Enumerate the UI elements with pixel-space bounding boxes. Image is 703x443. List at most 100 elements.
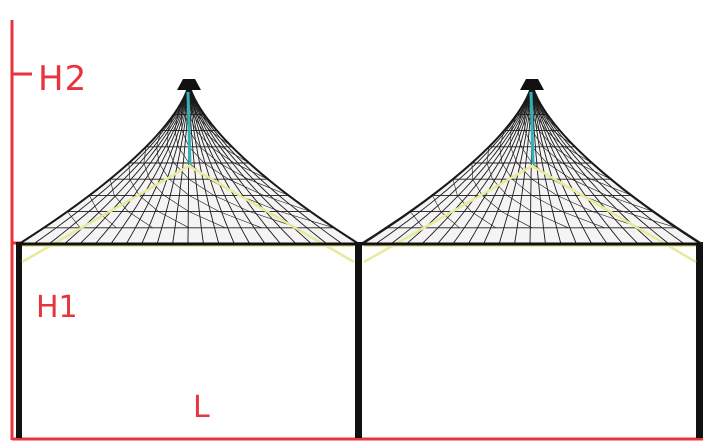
mesh-diagonal-line <box>143 162 150 180</box>
mesh-diagonal-line <box>181 98 186 115</box>
mesh-diagonal-line <box>210 146 235 164</box>
mesh-diagonal-line <box>471 211 496 229</box>
mesh-diagonal-line <box>158 211 190 229</box>
mesh-diagonal-line <box>606 195 654 212</box>
mesh-radial-line <box>359 81 533 245</box>
right-column <box>696 242 703 438</box>
mesh-diagonal-line <box>538 130 554 148</box>
mesh-diagonal-line <box>535 114 547 131</box>
mesh-diagonal-line <box>188 178 215 196</box>
mesh-diagonal-line <box>520 98 527 115</box>
mesh-radial-line <box>17 81 190 245</box>
mesh-diagonal-line <box>114 195 129 212</box>
mesh-diagonal-line <box>501 162 513 180</box>
tent-membrane <box>15 79 363 264</box>
mesh-diagonal-line <box>67 211 81 228</box>
mesh-diagonal-line <box>174 114 178 131</box>
mesh-diagonal-line <box>531 211 569 229</box>
mesh-diagonal-line <box>209 130 233 148</box>
mesh-diagonal-line <box>202 130 222 148</box>
mesh-diagonal-line <box>527 98 530 115</box>
mesh-diagonal-line <box>233 162 269 180</box>
peak-cap <box>177 79 201 90</box>
mesh-diagonal-line <box>542 146 563 164</box>
center-mast <box>186 91 192 165</box>
mesh-diagonal-line <box>512 178 533 196</box>
mesh-diagonal-line <box>177 98 184 115</box>
mesh-diagonal-line <box>196 114 211 131</box>
mesh-diagonal-line <box>195 130 211 148</box>
mesh-diagonal-line <box>188 130 201 147</box>
h2-label: H2 <box>38 59 88 99</box>
peak-cap <box>520 79 544 90</box>
mesh-diagonal-line <box>192 98 205 115</box>
mesh-diagonal-line <box>248 178 289 196</box>
mesh-diagonal-line <box>219 211 262 229</box>
mesh-diagonal-line <box>191 98 201 115</box>
mesh-diagonal-line <box>543 114 561 131</box>
mesh-diagonal-line <box>562 211 605 229</box>
mesh-diagonal-line <box>576 162 612 180</box>
mesh-diagonal-line <box>556 195 593 212</box>
mesh-diagonal-line <box>149 178 165 196</box>
mesh-diagonal-line <box>410 211 424 228</box>
mesh-diagonal-line <box>545 130 565 148</box>
ridge-cable <box>21 164 355 264</box>
mesh-diagonal-line <box>472 179 483 196</box>
mesh-diagonal-line <box>432 195 442 212</box>
mesh-diagonal-line <box>561 162 592 180</box>
mesh-diagonal-line <box>200 114 218 131</box>
mesh-diagonal-line <box>524 114 526 131</box>
mesh-diagonal-line <box>510 146 518 164</box>
mesh-diagonal-line <box>184 98 187 115</box>
mesh-diagonal-line <box>221 146 250 164</box>
mesh-diagonal-line <box>571 178 607 196</box>
mesh-diagonal-line <box>128 162 130 180</box>
mesh-diagonal-line <box>552 130 576 148</box>
mesh-diagonal-line <box>167 146 175 164</box>
mesh-diagonal-line <box>203 162 229 180</box>
mesh-diagonal-line <box>156 130 162 147</box>
mesh-diagonal-line <box>517 130 522 147</box>
mesh-diagonal-line <box>109 179 115 196</box>
membrane-roofs <box>15 79 703 264</box>
mesh-diagonal-line <box>535 98 548 115</box>
mesh-diagonal-line <box>192 114 204 131</box>
mesh-diagonal-line <box>167 130 169 147</box>
mesh-diagonal-line <box>177 146 190 164</box>
mesh-diagonal-line <box>499 130 505 147</box>
mesh-diagonal-line <box>623 211 678 229</box>
mesh-diagonal-line <box>499 146 503 164</box>
mesh-diagonal-line <box>167 114 175 131</box>
mesh-diagonal-line <box>143 146 147 164</box>
mesh-diagonal-line <box>181 130 190 147</box>
mesh-diagonal-line <box>531 195 563 212</box>
mesh-diagonal-line <box>158 162 170 180</box>
mesh-diagonal-line <box>280 211 335 229</box>
mesh-diagonal-line <box>263 195 311 212</box>
mesh-diagonal-line <box>486 162 493 180</box>
mesh-diagonal-line <box>482 195 502 212</box>
mesh-diagonal-line <box>517 114 521 131</box>
mesh-diagonal-line <box>218 162 249 180</box>
tent-membrane <box>358 79 703 264</box>
mesh-diagonal-line <box>471 162 473 180</box>
mesh-diagonal-line <box>534 98 544 115</box>
mesh-diagonal-line <box>228 178 264 196</box>
mesh-diagonal-line <box>501 211 533 229</box>
mesh-diagonal-line <box>492 178 508 196</box>
l-label: L <box>193 390 210 425</box>
mesh-diagonal-line <box>89 195 99 212</box>
mesh-diagonal-line <box>188 195 220 212</box>
mesh-diagonal-line <box>564 146 593 164</box>
mesh-diagonal-line <box>531 178 558 196</box>
mesh-diagonal-line <box>524 130 533 147</box>
mesh-diagonal-line <box>163 195 190 212</box>
mesh-diagonal-line <box>188 146 205 164</box>
mesh-diagonal-line <box>156 146 160 164</box>
ridge-cable <box>363 164 697 264</box>
support-frame <box>16 242 703 438</box>
mesh-diagonal-line <box>169 178 190 196</box>
mesh-diagonal-line <box>188 211 226 229</box>
